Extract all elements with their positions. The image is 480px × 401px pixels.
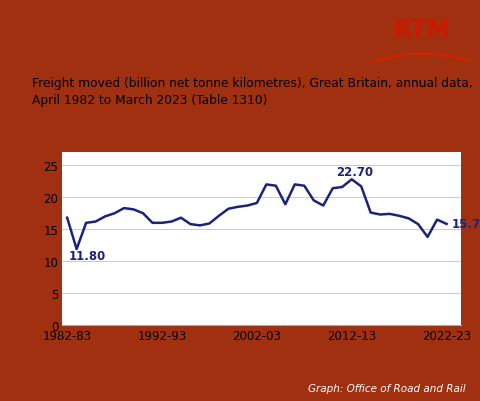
Text: Freight moved (billion net tonne kilometres), Great Britain, annual data,
April : Freight moved (billion net tonne kilomet…: [33, 77, 473, 107]
Text: Graph: Office of Road and Rail: Graph: Office of Road and Rail: [308, 383, 466, 393]
Text: 22.70: 22.70: [336, 165, 373, 178]
Text: 11.80: 11.80: [69, 249, 106, 262]
Text: 15.73: 15.73: [451, 218, 480, 231]
Text: RTM: RTM: [394, 18, 450, 42]
